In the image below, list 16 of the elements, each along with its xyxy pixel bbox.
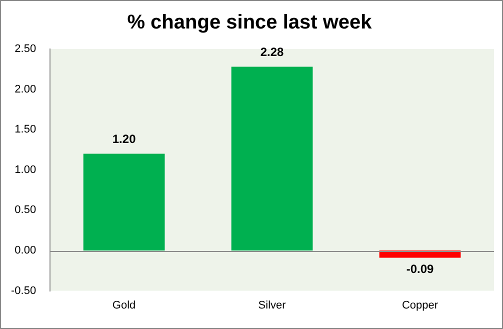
bar — [83, 154, 165, 250]
y-tick-label: -0.50 — [10, 284, 36, 297]
y-tick-label: 1.00 — [14, 164, 36, 176]
y-tick-label: 2.00 — [14, 83, 36, 96]
y-tick-label: 2.50 — [14, 43, 36, 56]
data-label: 1.20 — [112, 132, 136, 146]
data-label: 2.28 — [260, 45, 284, 60]
y-tick-label: 1.50 — [14, 124, 36, 136]
x-tick-label: Silver — [258, 299, 286, 312]
x-tick-label: Gold — [112, 299, 136, 312]
y-tick-label: 0.50 — [14, 204, 36, 216]
data-label: -0.09 — [406, 262, 434, 276]
bar — [231, 66, 313, 250]
chart-title: % change since last week — [127, 12, 373, 34]
x-tick-label: Copper — [402, 299, 438, 312]
y-tick-label: 0.00 — [14, 244, 36, 257]
